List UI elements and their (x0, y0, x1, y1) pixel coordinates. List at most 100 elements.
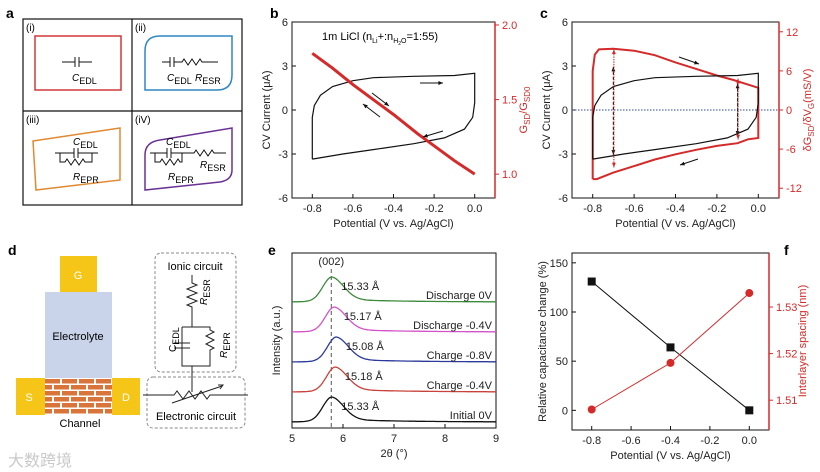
panel-label-c: c (540, 5, 548, 21)
gate-electrode (60, 256, 97, 292)
x-tick-label: -0.6 (625, 203, 644, 215)
y2-tick-label: 1.52 (776, 349, 797, 361)
gate-label: G (74, 270, 83, 282)
brick (79, 403, 94, 408)
ionic-circuit-label: Ionic circuit (167, 261, 222, 273)
spacing-marker (666, 358, 675, 367)
brick (105, 385, 112, 390)
brick (71, 409, 86, 414)
electrolyte-block (45, 292, 112, 378)
r-epr-label: REPR (73, 172, 99, 185)
brick (71, 397, 86, 402)
conductance-ratio-line (311, 52, 476, 176)
y2-axis-label: Interlayer spacing (nm) (797, 285, 809, 398)
electronic-circuit-label: Electronic circuit (156, 411, 236, 423)
brick (96, 379, 111, 384)
x-axis-label: Potential (V vs. Ag/AgCl) (610, 450, 730, 462)
capacitor-resistor-parallel-icon (55, 148, 98, 166)
panel-label-d: d (8, 242, 17, 258)
x-tick-label: -0.4 (661, 435, 680, 447)
brick (79, 391, 94, 396)
brick (45, 409, 52, 414)
c-edl-label: CEDL (166, 137, 191, 150)
cv-shape-esr (144, 35, 233, 91)
d-spacing-label: 15.33 Å (341, 400, 380, 413)
scan-direction-arrow-head (438, 81, 443, 85)
y-axis-label: CV Current (μA) (261, 70, 273, 149)
x-tick-label: -0.6 (622, 435, 641, 447)
xrd-pattern-line (292, 366, 496, 393)
brick (88, 409, 103, 414)
x-axis-label: Potential (V vs. Ag/AgCl) (333, 218, 453, 230)
panel-f-chart: -0.8 -0.6 -0.4 -0.2 0.0 0 50 100 150 1.51 1.52 1.53… (537, 252, 809, 462)
brick (54, 409, 69, 414)
reference-peak-label: (002) (318, 256, 344, 268)
source-electrode (16, 378, 46, 415)
red-double-arrow-head (611, 162, 616, 168)
x-tick-label: 0.0 (742, 435, 757, 447)
r-esr-label: RESR (200, 160, 226, 173)
watermark: 大数跨境 (8, 451, 72, 470)
d-spacing-label: 15.18 Å (345, 370, 384, 383)
red-double-arrow-head (736, 134, 741, 140)
y-axis-label: CV Current (μA) (541, 70, 553, 149)
d-spacing-label: 15.33 Å (341, 280, 380, 293)
channel-background (45, 378, 112, 415)
y2-tick-label: -12 (786, 183, 802, 195)
plot-frame (291, 21, 496, 199)
x-tick-label: -0.8 (582, 435, 601, 447)
panel-e-chart: 5 6 7 8 9 2θ (°) Intensity (a.u.) (002) 15.33 Å I… (271, 252, 499, 460)
x-tick-label: -0.8 (583, 203, 602, 215)
panel-b-chart: -0.8 -0.6 -0.4 -0.2 0.0 -6 -3 0 3 6 1.0 1.5 2.0 Poten… (261, 17, 532, 230)
panel-d-transistor-diagram: G Electrolyte S D Channel Ionic circuit … (8, 252, 248, 470)
x-tick-label: 0.0 (467, 203, 482, 215)
drain-label: D (122, 392, 130, 404)
r-epr-label: REPR (168, 172, 194, 185)
brick (96, 403, 111, 408)
y-tick-label: 50 (556, 356, 568, 368)
brick (45, 379, 60, 384)
y2-tick-label: 6 (786, 66, 792, 78)
x-tick-label: 9 (493, 433, 499, 445)
brick (79, 379, 94, 384)
scan-direction-arrow-head (694, 60, 699, 65)
y-tick-label: 100 (550, 307, 568, 319)
cell-label: (ii) (135, 23, 146, 34)
x-tick-label: 0.0 (751, 203, 766, 215)
x-tick-label: -0.8 (303, 203, 322, 215)
capacitance-marker (587, 277, 596, 286)
xrd-pattern-line (292, 306, 496, 333)
x-axis-label: 2θ (°) (380, 448, 407, 460)
y2-tick-label: 1.5 (502, 95, 517, 107)
brick (62, 379, 77, 384)
xrd-pattern-line (291, 396, 496, 423)
scan-direction-arrow-head (363, 104, 368, 109)
c-edl-label: CEDL (72, 73, 97, 86)
x-tick-label: -0.4 (666, 203, 685, 215)
channel-bricks (45, 378, 112, 415)
x-tick-label: -0.2 (425, 203, 444, 215)
ionic-circuit-box (154, 252, 237, 373)
panel-label-b: b (270, 5, 279, 21)
d-spacing-label: 15.17 Å (344, 310, 383, 323)
brick (54, 397, 69, 402)
y2-tick-label: 1.51 (776, 395, 797, 407)
xrd-pattern-line (292, 336, 496, 363)
d-spacing-label: 15.08 Å (346, 340, 385, 353)
c-edl-label: CEDL (167, 73, 192, 86)
y-tick-label: -6 (558, 193, 568, 205)
brick (45, 391, 60, 396)
r-esr-label: RESR (199, 279, 212, 305)
cell-label: (iii) (26, 115, 39, 126)
electrolyte-annotation: 1m LiCl (nLi+:nH2O=1:55) (322, 31, 438, 47)
y-tick-label: -6 (278, 193, 288, 205)
x-tick-label: -0.2 (707, 203, 726, 215)
capacitor-resistor-series-icon (162, 57, 218, 67)
y2-tick-label: 1.53 (776, 302, 797, 314)
capacitor-icon (62, 57, 92, 67)
cv-current-line (311, 72, 476, 160)
y2-tick-label: -6 (786, 144, 796, 156)
panel-c-chart: -0.8 -0.6 -0.4 -0.2 0.0 -6 -3 0 3 6 -12 -6 0 6 12 Poten… (541, 17, 816, 230)
full-circuit-icon (150, 148, 226, 166)
